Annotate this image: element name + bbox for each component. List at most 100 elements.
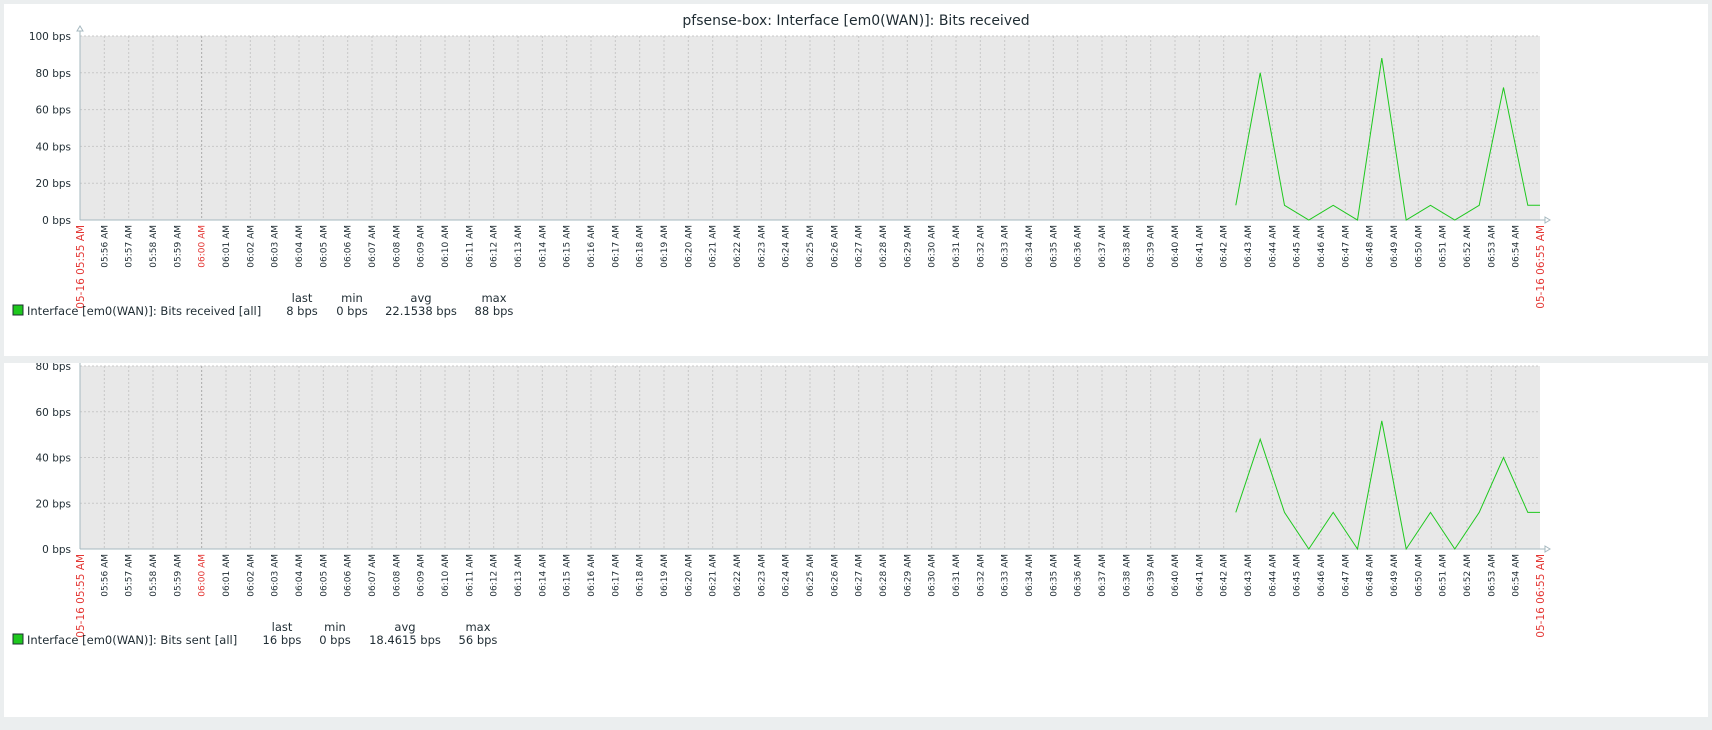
graph-panel-bits-sent: pfsense-box: Interface [em0(WAN)]: Bits … — [4, 363, 1708, 717]
x-tick-label: 06:22 AM — [733, 225, 743, 268]
x-tick-label: 06:10 AM — [441, 554, 451, 597]
x-tick-label: 06:00 AM — [198, 225, 208, 268]
x-tick-label: 06:06 AM — [344, 225, 354, 268]
x-tick-label: 06:29 AM — [903, 554, 913, 597]
x-tick-label: 06:39 AM — [1147, 554, 1157, 597]
y-tick-label: 100 bps — [29, 31, 71, 43]
x-tick-label: 06:28 AM — [879, 225, 889, 268]
x-tick-label: 06:05 AM — [319, 554, 329, 597]
legend-series-name: Interface [em0(WAN)]: Bits sent — [27, 633, 211, 647]
legend-header-max: max — [465, 620, 490, 634]
x-tick-label: 06:07 AM — [368, 225, 378, 268]
x-tick-label: 06:53 AM — [1487, 554, 1497, 597]
x-tick-label: 06:50 AM — [1414, 554, 1424, 597]
x-tick-label: 06:42 AM — [1220, 554, 1230, 597]
x-tick-label: 06:37 AM — [1098, 554, 1108, 597]
legend-stat-avg: 22.1538 bps — [385, 304, 457, 318]
x-tick-label: 06:31 AM — [952, 554, 962, 597]
x-tick-label: 06:33 AM — [1001, 554, 1011, 597]
x-tick-label: 06:02 AM — [246, 225, 256, 268]
y-tick-label: 20 bps — [36, 178, 72, 190]
x-tick-label: 06:03 AM — [271, 225, 281, 268]
x-tick-label: 06:18 AM — [636, 554, 646, 597]
x-axis-arrow — [1544, 545, 1551, 553]
x-tick-label: 05:56 AM — [100, 554, 110, 597]
x-tick-label: 06:35 AM — [1049, 554, 1059, 597]
x-tick-label: 05:56 AM — [100, 225, 110, 268]
legend-header-last: last — [272, 620, 293, 634]
x-tick-label: 06:43 AM — [1244, 554, 1254, 597]
x-tick-label: 06:28 AM — [879, 554, 889, 597]
legend-func: [all] — [215, 633, 237, 647]
series-line — [1235, 58, 1540, 221]
x-start-label: 05-16 05:55 AM — [75, 225, 87, 309]
x-tick-label: 06:35 AM — [1049, 225, 1059, 268]
legend-stat-max: 56 bps — [459, 633, 498, 647]
x-tick-label: 06:25 AM — [806, 554, 816, 597]
chart-bits-received: pfsense-box: Interface [em0(WAN)]: Bits … — [12, 13, 1551, 318]
x-tick-label: 06:41 AM — [1195, 225, 1205, 268]
x-tick-label: 06:09 AM — [417, 554, 427, 597]
x-tick-label: 06:52 AM — [1463, 225, 1473, 268]
x-tick-label: 06:21 AM — [709, 225, 719, 268]
y-tick-label: 0 bps — [42, 544, 71, 556]
y-tick-label: 0 bps — [42, 215, 71, 227]
x-tick-label: 06:09 AM — [417, 225, 427, 268]
x-tick-label: 06:24 AM — [782, 554, 792, 597]
x-tick-label: 06:11 AM — [465, 554, 475, 597]
y-tick-label: 40 bps — [36, 453, 72, 465]
chart-bits-sent: pfsense-box: Interface [em0(WAN)]: Bits … — [12, 363, 1551, 647]
x-tick-label: 06:20 AM — [684, 225, 694, 268]
x-tick-label: 06:36 AM — [1074, 554, 1084, 597]
x-tick-label: 06:40 AM — [1171, 554, 1181, 597]
legend-header-min: min — [324, 620, 346, 634]
x-tick-label: 05:57 AM — [125, 554, 135, 597]
x-tick-label: 06:34 AM — [1025, 554, 1035, 597]
x-tick-label: 06:13 AM — [514, 554, 524, 597]
x-tick-label: 06:32 AM — [976, 554, 986, 597]
x-tick-label: 06:24 AM — [782, 225, 792, 268]
x-tick-label: 06:54 AM — [1512, 225, 1522, 268]
legend-stat-last: 16 bps — [263, 633, 302, 647]
x-tick-label: 06:43 AM — [1244, 225, 1254, 268]
x-tick-label: 05:57 AM — [125, 225, 135, 268]
x-tick-label: 06:20 AM — [684, 554, 694, 597]
x-tick-label: 06:50 AM — [1414, 225, 1424, 268]
x-tick-label: 06:02 AM — [246, 554, 256, 597]
x-tick-label: 06:16 AM — [587, 225, 597, 268]
x-tick-label: 06:25 AM — [806, 225, 816, 268]
x-tick-label: 06:47 AM — [1341, 554, 1351, 597]
legend-stat-last: 8 bps — [286, 304, 318, 318]
x-tick-label: 06:15 AM — [563, 225, 573, 268]
x-tick-label: 06:37 AM — [1098, 225, 1108, 268]
x-tick-label: 06:19 AM — [660, 225, 670, 268]
x-tick-label: 06:46 AM — [1317, 554, 1327, 597]
x-tick-label: 06:36 AM — [1074, 225, 1084, 268]
x-tick-label: 06:16 AM — [587, 554, 597, 597]
x-tick-label: 06:13 AM — [514, 225, 524, 268]
x-tick-label: 06:14 AM — [538, 554, 548, 597]
x-tick-label: 06:27 AM — [855, 225, 865, 268]
x-end-label: 05-16 06:55 AM — [1535, 225, 1547, 309]
x-tick-label: 06:05 AM — [319, 225, 329, 268]
x-tick-label: 06:21 AM — [709, 554, 719, 597]
legend-header-avg: avg — [394, 620, 415, 634]
x-tick-label: 06:22 AM — [733, 554, 743, 597]
legend-stat-min: 0 bps — [336, 304, 368, 318]
x-tick-label: 06:44 AM — [1268, 225, 1278, 268]
x-tick-label: 06:12 AM — [490, 225, 500, 268]
legend-func: [all] — [239, 304, 261, 318]
x-tick-label: 06:41 AM — [1195, 554, 1205, 597]
x-tick-label: 06:31 AM — [952, 225, 962, 268]
x-tick-label: 06:27 AM — [855, 554, 865, 597]
x-tick-label: 06:52 AM — [1463, 554, 1473, 597]
x-tick-label: 06:53 AM — [1487, 225, 1497, 268]
legend-series-name: Interface [em0(WAN)]: Bits received — [27, 304, 235, 318]
x-end-label: 05-16 06:55 AM — [1535, 554, 1547, 638]
x-tick-label: 06:49 AM — [1390, 225, 1400, 268]
x-tick-label: 06:17 AM — [611, 225, 621, 268]
chart-group: pfsense-box: Interface [em0(WAN)]: Bits … — [12, 13, 1551, 318]
x-tick-label: 06:12 AM — [490, 554, 500, 597]
legend-stat-max: 88 bps — [475, 304, 514, 318]
x-tick-label: 06:11 AM — [465, 225, 475, 268]
